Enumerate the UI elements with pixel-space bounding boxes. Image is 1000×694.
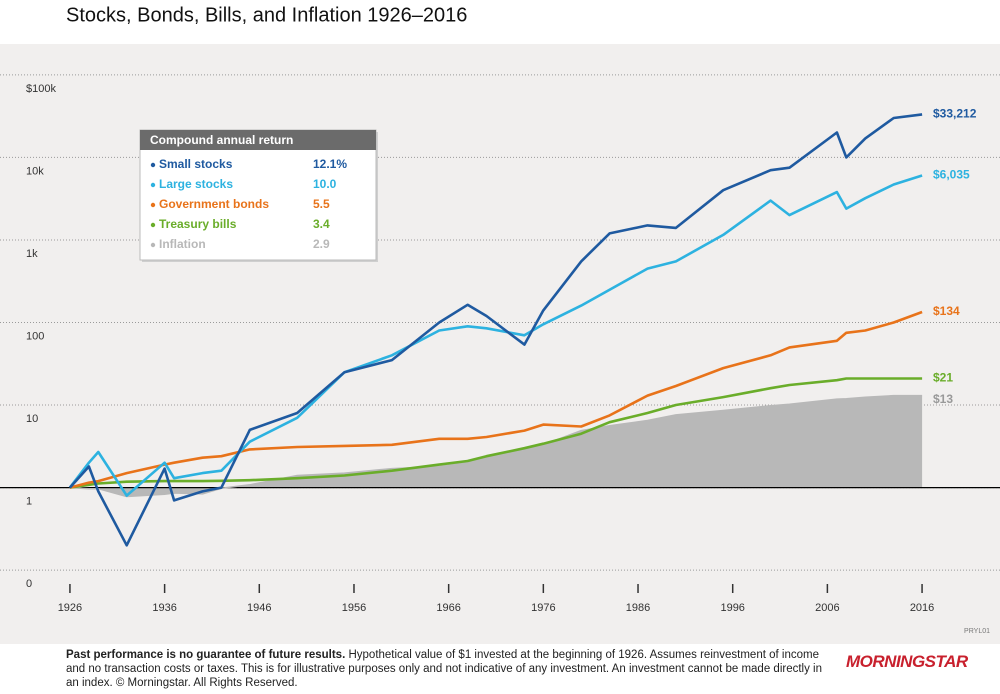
area-fill [69, 395, 923, 497]
footnote-bold: Past performance is no guarantee of futu… [66, 649, 346, 661]
x-tick-label: 1946 [247, 602, 271, 614]
x-tick-label: 1966 [436, 602, 460, 614]
legend-box [139, 129, 377, 261]
legend-label: Large stocks [159, 177, 233, 191]
code: PRYL01 [964, 628, 990, 635]
y-tick-label: 0 [26, 578, 32, 590]
end-label: $134 [933, 304, 960, 318]
legend-bullet [150, 162, 156, 168]
legend-bullet [150, 202, 156, 208]
legend-value: 3.4 [313, 217, 330, 231]
y-tick-label: $100k [26, 83, 56, 95]
chart-title: Stocks, Bonds, Bills, and Inflation 1926… [66, 4, 467, 26]
legend-bullet [150, 222, 156, 228]
legend-title: Compound annual return [150, 133, 293, 147]
x-tick-label: 1936 [152, 602, 176, 614]
legend-value: 12.1% [313, 157, 347, 171]
y-tick-label: 10 [26, 413, 38, 425]
legend-label: Treasury bills [159, 217, 237, 231]
y-tick-label: 1k [26, 248, 38, 260]
legend-label: Small stocks [159, 157, 233, 171]
end-label: $13 [933, 392, 953, 406]
end-label: $33,212 [933, 107, 977, 121]
footnote-text: Hypothetical value of $1 invested at the… [66, 649, 822, 689]
legend-value: 5.5 [313, 197, 330, 211]
end-label: $21 [933, 371, 953, 385]
brand-logo: MORNINGSTAR [846, 652, 968, 671]
y-tick-label: 100 [26, 330, 44, 342]
legend-header [140, 130, 376, 150]
legend-label: Government bonds [159, 197, 269, 211]
x-tick-label: 1976 [531, 602, 555, 614]
legend-value: 2.9 [313, 237, 330, 251]
y-tick-label: 1 [26, 496, 32, 508]
y-tick-label: 10k [26, 165, 44, 177]
footnote: Past performance is no guarantee of futu… [66, 648, 826, 690]
x-tick-label: 2006 [815, 602, 839, 614]
legend-value: 10.0 [313, 177, 337, 191]
x-tick-label: 1956 [342, 602, 366, 614]
x-tick-label: 1996 [720, 602, 744, 614]
series-line [68, 113, 923, 547]
chart: Stocks, Bonds, Bills, and Inflation 1926… [0, 4, 1000, 644]
legend: Compound annual return Small stocks 12.1% L… [139, 129, 378, 262]
series-line [68, 174, 923, 497]
x-tick-label: 1986 [626, 602, 650, 614]
end-label: $6,035 [933, 168, 970, 182]
x-tick-label: 2016 [910, 602, 934, 614]
legend-bullet [150, 182, 156, 188]
legend-bullet [150, 242, 156, 248]
series-line [69, 310, 923, 489]
series-line [69, 377, 923, 489]
x-tick-label: 1926 [58, 602, 82, 614]
legend-label: Inflation [159, 237, 206, 251]
